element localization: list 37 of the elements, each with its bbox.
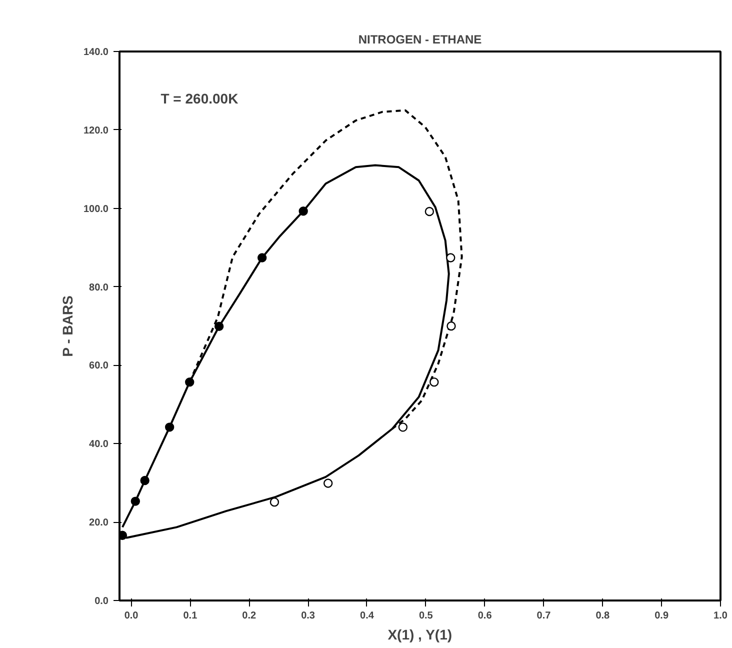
y-tick-label: 140.0 [83,47,109,58]
chart-title: NITROGEN - ETHANE [358,32,482,46]
point [257,253,267,262]
x-tick-label: 0.1 [183,610,198,622]
x-tick-label: 0.3 [301,610,316,622]
x-tick-label: 0.4 [360,610,374,622]
point [298,206,308,216]
point [214,322,224,331]
y-tick-label: 120.0 [83,125,109,136]
point [130,496,140,506]
x-tick-label: 0.2 [242,610,257,622]
annotation: T = 260.00K [160,90,238,107]
point [446,253,456,262]
y-tick-label: 40.0 [89,439,109,450]
point [430,377,439,387]
x-tick-label: 0.8 [596,610,610,622]
y-tick-label: 60.0 [89,360,109,372]
point [424,206,434,216]
point [185,377,194,387]
point [140,476,150,486]
y-tick-label: 100.0 [83,204,109,215]
x-tick-label: 0.9 [654,610,669,622]
x-tick-label: 0.5 [418,610,434,622]
x-axis-title: X(1) , Y(1) [388,626,452,642]
x-tick-label: 0.0 [124,610,139,622]
point [270,497,280,507]
point [446,321,456,331]
x-tick-label: 1.0 [714,610,728,622]
point [164,422,174,432]
y-axis-title: P - BARS [59,296,76,357]
x-tick-label: 0.7 [536,610,552,622]
point [398,422,408,432]
y-tick-label: 80.0 [89,282,109,294]
y-tick-label: 0.0 [94,596,109,607]
point [323,478,333,488]
y-tick-label: 20.0 [89,518,109,529]
x-tick-label: 0.6 [478,610,492,622]
